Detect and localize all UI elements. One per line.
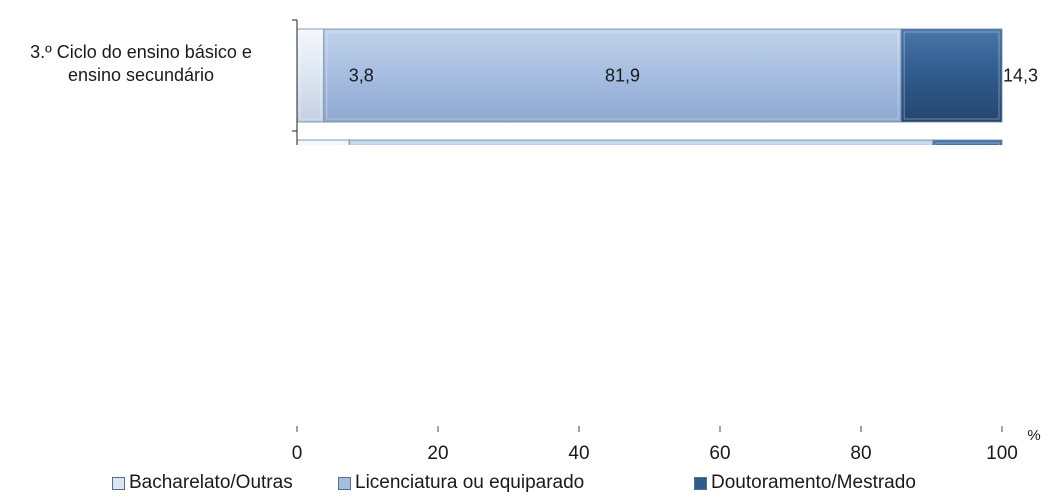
legend: Bacharelato/Outras Licenciatura ou equip…: [0, 472, 1048, 498]
bar-segment-licenciatura: [348, 139, 934, 145]
legend-swatch-licenciatura: [338, 476, 351, 490]
bar-segment-bacharelato: [296, 139, 350, 145]
data-label-doutoramento: 14,3: [1003, 66, 1038, 86]
legend-label-doutoramento: Doutoramento/Mestrado: [711, 472, 916, 493]
bar-segment-doutoramento: [932, 139, 1003, 145]
bar-bevel: [299, 31, 322, 120]
bar-bevel: [326, 31, 899, 120]
category-label: 3.º Ciclo do ensino básico e ensino secu…: [30, 42, 252, 85]
x-tick-label: 80: [850, 443, 871, 464]
data-label-bacharelato: 3,8: [349, 66, 374, 86]
x-tick-label: 100: [986, 443, 1018, 464]
bar-segment-licenciatura: [323, 28, 902, 123]
legend-swatch-bacharelato: [112, 476, 125, 490]
bar-bevel: [299, 142, 347, 145]
x-unit-label: %: [1027, 427, 1040, 444]
x-tick-label: 20: [427, 443, 448, 464]
bar-bevel: [903, 31, 1000, 120]
x-tick-label: 40: [568, 443, 589, 464]
legend-item-licenciatura: Licenciatura ou equiparado: [338, 472, 584, 494]
bar-segment-doutoramento: [900, 28, 1003, 123]
bar-segment-bacharelato: [296, 28, 325, 123]
x-tick-label: 0: [292, 443, 303, 464]
legend-item-doutoramento: Doutoramento/Mestrado: [694, 472, 916, 494]
legend-label-licenciatura: Licenciatura ou equiparado: [355, 472, 585, 493]
legend-swatch-doutoramento: [694, 476, 707, 490]
data-label-licenciatura: 81,9: [605, 66, 640, 86]
x-tick-label: 60: [709, 443, 730, 464]
bar-bevel: [351, 142, 931, 145]
legend-label-bacharelato: Bacharelato/Outras: [129, 472, 293, 493]
bar-bevel: [935, 142, 1000, 145]
legend-item-bacharelato: Bacharelato/Outras: [112, 472, 293, 494]
